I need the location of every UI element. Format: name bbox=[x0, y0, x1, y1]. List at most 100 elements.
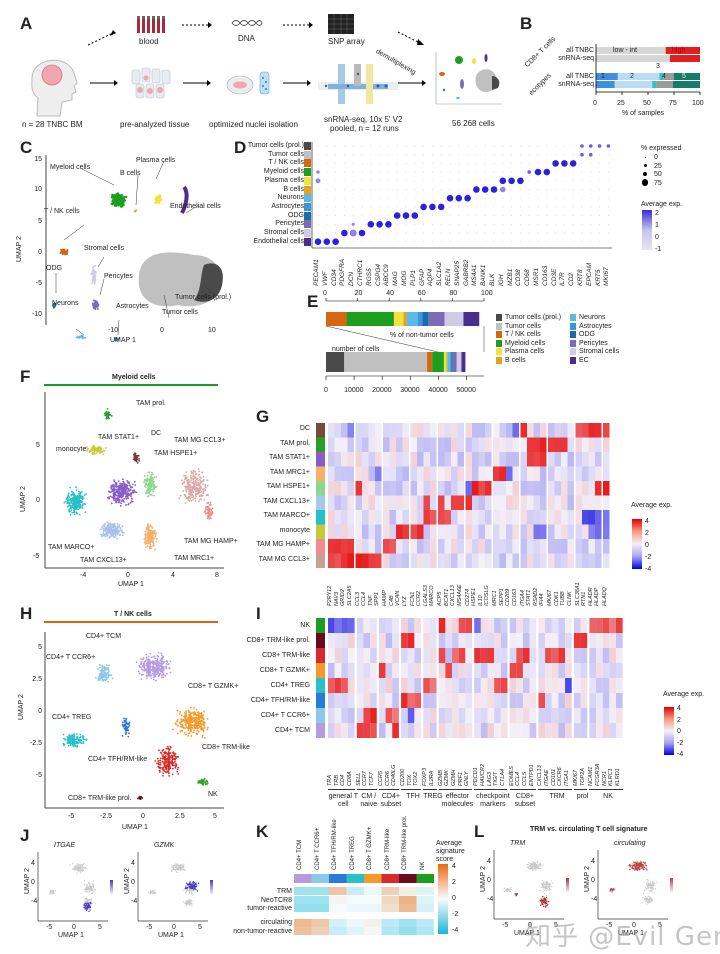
f-umap-point bbox=[126, 479, 129, 482]
f-umap-point bbox=[148, 525, 151, 528]
dot bbox=[519, 215, 521, 217]
h-umap-point bbox=[159, 759, 162, 762]
h-umap-point bbox=[184, 727, 187, 730]
i-cell bbox=[370, 693, 377, 708]
i-group-label: general T cell bbox=[328, 793, 359, 808]
f-umap-point bbox=[64, 500, 67, 503]
f-umap-point bbox=[155, 540, 158, 543]
f-umap-point bbox=[185, 486, 187, 489]
g-cell bbox=[362, 553, 369, 568]
dot bbox=[376, 221, 383, 228]
h-umap-point bbox=[168, 667, 171, 670]
f-umap-point bbox=[195, 489, 198, 492]
dot bbox=[511, 171, 513, 173]
i-cell bbox=[609, 693, 616, 708]
dot bbox=[546, 223, 548, 225]
bar-text-high: high bbox=[672, 47, 686, 54]
i-cell bbox=[347, 633, 355, 648]
dot bbox=[543, 168, 551, 176]
dot bbox=[332, 238, 339, 245]
h-umap-point bbox=[142, 664, 145, 667]
dot bbox=[484, 215, 486, 217]
h-umap-point bbox=[168, 756, 171, 758]
f-umap-point bbox=[209, 512, 212, 515]
e-top-tick-label: 60 bbox=[417, 290, 426, 297]
g-cell bbox=[362, 524, 369, 539]
i-legend-tick: -4 bbox=[677, 751, 684, 758]
i-cell bbox=[356, 618, 364, 633]
dot bbox=[484, 241, 486, 243]
f-umap-point bbox=[134, 484, 137, 487]
g-cell bbox=[527, 437, 534, 452]
g-cell bbox=[375, 524, 382, 539]
h-umap-point bbox=[81, 742, 83, 745]
g-cell bbox=[493, 481, 500, 496]
dot bbox=[326, 232, 328, 234]
h-umap-point bbox=[171, 758, 174, 761]
h-umap-point bbox=[76, 737, 79, 740]
dot bbox=[563, 189, 565, 190]
h-umap-point bbox=[184, 724, 187, 727]
g-cell bbox=[334, 466, 341, 481]
g-cell bbox=[341, 495, 348, 510]
h-umap-point bbox=[191, 724, 194, 727]
g-cell bbox=[485, 423, 492, 438]
g-cell bbox=[582, 510, 589, 525]
e-top-segment bbox=[393, 312, 404, 326]
i-cell bbox=[356, 708, 364, 723]
dot bbox=[370, 215, 372, 217]
f-umap-point bbox=[107, 526, 110, 529]
h-umap-point bbox=[72, 736, 75, 738]
g-cell bbox=[478, 539, 485, 554]
dot bbox=[379, 154, 381, 156]
f-umap-point bbox=[210, 509, 213, 511]
g-cell bbox=[499, 452, 506, 467]
g-cell bbox=[444, 524, 451, 539]
f-umap-point bbox=[206, 484, 209, 487]
f-umap-point bbox=[208, 508, 211, 510]
i-cell bbox=[487, 648, 495, 663]
dot bbox=[500, 186, 506, 193]
dot bbox=[484, 232, 486, 234]
g-cell bbox=[430, 539, 437, 554]
dot bbox=[606, 144, 611, 148]
dot bbox=[323, 238, 331, 245]
f-umap-point bbox=[144, 538, 147, 541]
h-umap-point bbox=[194, 712, 197, 715]
f-umap-point bbox=[69, 513, 72, 516]
f-umap-point bbox=[196, 487, 198, 489]
dot bbox=[387, 197, 389, 199]
f-umap-point bbox=[78, 498, 81, 501]
d-gene-label: MS4A1 bbox=[471, 264, 479, 286]
g-row-label: monocyte bbox=[279, 526, 310, 534]
d-gene-label: CSPG4 bbox=[374, 263, 382, 286]
g-cell bbox=[548, 452, 555, 467]
f-umap-point bbox=[190, 470, 193, 473]
h-umap-point bbox=[145, 674, 148, 677]
f-umap-point bbox=[204, 507, 207, 510]
g-gene-label: ACP5 bbox=[437, 591, 443, 606]
f-umap-point bbox=[182, 490, 185, 492]
g-row-label: TAM MRC1+ bbox=[269, 468, 310, 476]
dot bbox=[431, 145, 433, 147]
dot bbox=[326, 223, 328, 225]
g-cell bbox=[485, 524, 492, 539]
i-cell bbox=[616, 618, 623, 633]
g-cell bbox=[554, 452, 561, 467]
umap-point bbox=[61, 253, 64, 256]
dot bbox=[431, 197, 433, 199]
g-cell bbox=[548, 524, 555, 539]
g-cell bbox=[368, 466, 375, 481]
myeloid-point bbox=[111, 196, 114, 199]
h-umap-point bbox=[196, 727, 199, 730]
f-umap-point bbox=[117, 489, 119, 491]
i-cell bbox=[356, 678, 364, 693]
g-cell bbox=[438, 423, 445, 438]
i-cell bbox=[580, 618, 588, 633]
dot bbox=[405, 223, 407, 225]
g-gene-label: VCAN bbox=[395, 590, 401, 606]
h-umap-point bbox=[100, 676, 102, 679]
f-umap-point bbox=[112, 536, 115, 538]
dot bbox=[458, 171, 460, 173]
g-cell bbox=[561, 495, 568, 510]
